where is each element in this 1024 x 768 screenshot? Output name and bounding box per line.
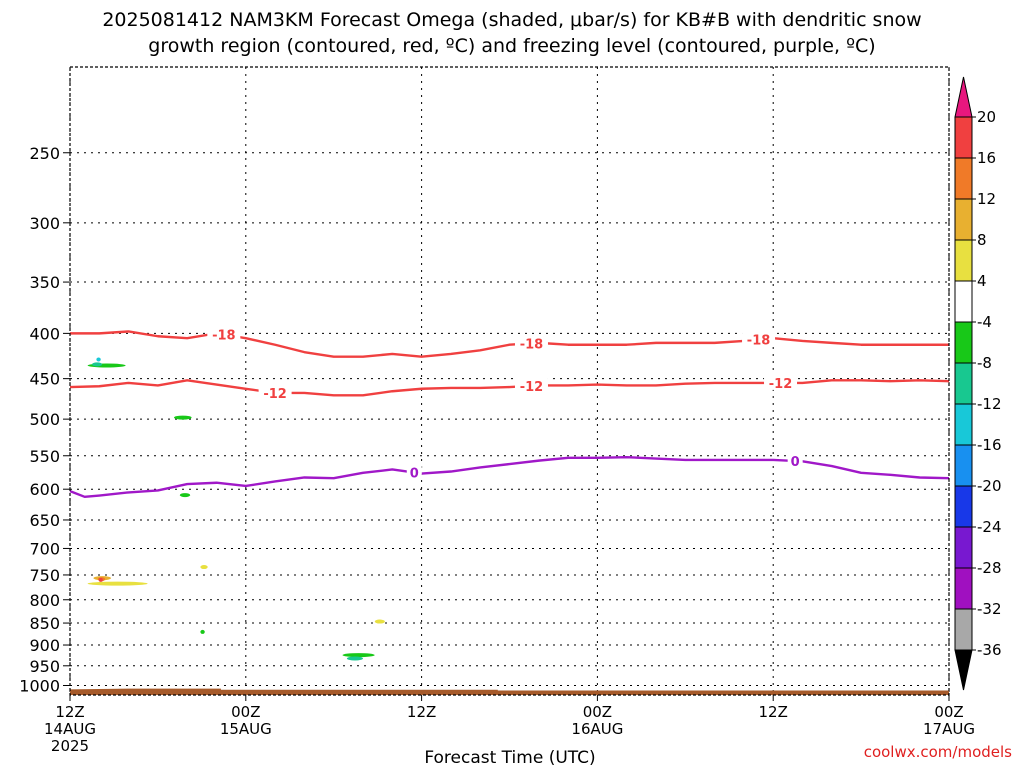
x-tick-label: 00Z [583, 703, 612, 721]
colorbar-swatch [954, 157, 973, 200]
colorbar-swatch [954, 403, 973, 446]
contour-label-bg [207, 326, 241, 342]
colorbar-tick-label: -8 [977, 354, 992, 372]
contour-label: 0 [791, 455, 800, 470]
colorbar: 20 16 12 8 4 -4 -8 -12 -16 -20 -24 -28 -32 -36 [954, 76, 1002, 691]
y-tick-label: 350 [29, 273, 60, 292]
y-tick-label: 850 [29, 614, 60, 633]
omega-region--8 [200, 629, 205, 634]
x-axis-label: Forecast Time (UTC) [424, 748, 595, 768]
omega-region--12 [346, 656, 363, 661]
contour-label: -18 [212, 329, 236, 344]
terrain-fill [70, 688, 949, 695]
omega-region-4 [200, 565, 208, 570]
colorbar-tick-label: -24 [977, 518, 1002, 536]
x-tick-label: 00Z [934, 703, 963, 721]
y-tick-label: 600 [29, 480, 60, 499]
contour-label: -18 [520, 337, 544, 352]
plot-area: -18 -18 -18 -12 -12 -12 0 0 [69, 66, 950, 696]
x-tick-label: 16AUG [571, 720, 623, 738]
chart-title-line-2: growth region (contoured, red, ºC) and f… [148, 35, 875, 57]
colorbar-tick-label: -12 [977, 395, 1002, 413]
contour-label-bg [742, 331, 776, 347]
omega-region--8 [174, 415, 192, 420]
contour-label: 0 [410, 467, 419, 482]
omega-region-4 [374, 619, 385, 624]
colorbar-bottom-triangle [954, 649, 973, 691]
colorbar-tick-label: 8 [977, 231, 987, 249]
omega-region-16 [98, 577, 103, 582]
colorbar-tick-label: -4 [977, 313, 992, 331]
omega-shaded-regions [87, 357, 385, 661]
x-tick-label: 14AUG [44, 720, 96, 738]
y-tick-label: 450 [29, 370, 60, 389]
chart-title-line-1: 2025081412 NAM3KM Forecast Omega (shaded… [102, 9, 921, 31]
omega-region--8 [179, 493, 191, 498]
colorbar-swatch [954, 321, 973, 364]
y-tick-label: 550 [29, 447, 60, 466]
temperature-contours: -18 -18 -18 -12 -12 -12 0 0 [69, 326, 950, 499]
omega-region--16 [96, 357, 101, 362]
y-tick-label: 250 [29, 144, 60, 163]
contour-label: -18 [747, 334, 771, 349]
contour-label-bg [258, 384, 292, 400]
omega-region-4 [87, 581, 148, 586]
y-tick-label: 900 [29, 636, 60, 655]
colorbar-swatch [954, 362, 973, 405]
x-tick-label: 12Z [759, 703, 788, 721]
y-tick-label: 400 [29, 324, 60, 343]
y-tick-label: 650 [29, 511, 60, 530]
y-tick-label: 950 [29, 657, 60, 676]
colorbar-swatch [954, 526, 973, 569]
colorbar-tick-label: 20 [977, 108, 996, 126]
contour-label-bg [787, 452, 803, 468]
contour-label-bg [764, 374, 798, 390]
x-tick-label: 12Z [55, 703, 84, 721]
colorbar-swatch [954, 485, 973, 528]
colorbar-tick-label: 16 [977, 149, 996, 167]
colorbar-swatch [954, 239, 973, 282]
contour-line--12 [69, 379, 950, 397]
colorbar-tick-label: 12 [977, 190, 996, 208]
colorbar-swatch [954, 198, 973, 241]
y-tick-label: 1000 [19, 677, 60, 696]
y-tick-label: 800 [29, 591, 60, 610]
x-tick-label: 17AUG [923, 720, 975, 738]
x-tick-label: 12Z [407, 703, 436, 721]
colorbar-tick-label: 4 [977, 272, 987, 290]
plot-frame [69, 66, 950, 696]
colorbar-swatch [954, 608, 973, 651]
contour-label-bg [514, 335, 548, 351]
colorbar-swatch [954, 567, 973, 610]
contour-label: -12 [769, 377, 793, 392]
colorbar-swatch [954, 116, 973, 159]
contour-label-bg [514, 377, 548, 393]
y-tick-label: 500 [29, 410, 60, 429]
y-tick-label: 700 [29, 539, 60, 558]
x-tick-label: 15AUG [220, 720, 272, 738]
colorbar-tick-label: -36 [977, 641, 1002, 659]
y-axis-ticks: 250 300 350 400 450 500 550 600 650 700 750 800 850 9… [19, 144, 70, 696]
x-tick-label: 00Z [231, 703, 260, 721]
colorbar-tick-label: -20 [977, 477, 1002, 495]
credit-text: coolwx.com/models [864, 743, 1012, 761]
omega-region--12 [91, 362, 103, 367]
colorbar-tick-label: -28 [977, 559, 1002, 577]
contour-label: -12 [263, 387, 287, 402]
colorbar-swatch [954, 280, 973, 323]
omega-region--8 [342, 653, 375, 658]
y-tick-label: 300 [29, 214, 60, 233]
y-tick-label: 750 [29, 566, 60, 585]
contour-label-bg [406, 464, 422, 480]
colorbar-tick-label: -16 [977, 436, 1002, 454]
colorbar-swatch [954, 444, 973, 487]
terrain-layer [70, 688, 949, 695]
colorbar-top-triangle [954, 76, 973, 118]
contour-label: -12 [520, 380, 544, 395]
x-tick-label: 2025 [51, 737, 89, 755]
plot-background [70, 67, 949, 695]
colorbar-tick-label: -32 [977, 600, 1002, 618]
